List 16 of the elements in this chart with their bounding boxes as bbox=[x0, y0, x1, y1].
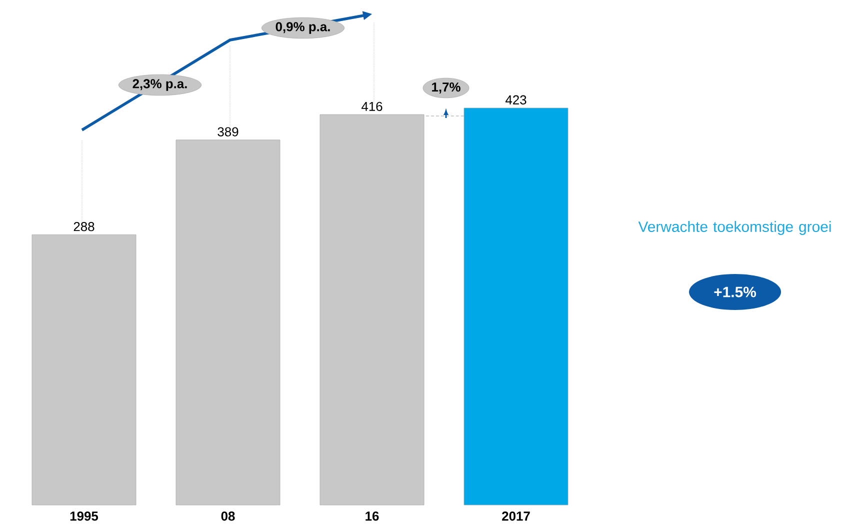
bar bbox=[32, 234, 136, 506]
x-tick-label: 1995 bbox=[70, 512, 98, 521]
data-label: 288 bbox=[74, 222, 94, 232]
text: Verwachte toekomstige groei bbox=[638, 221, 831, 235]
bar bbox=[464, 108, 568, 506]
text: 0,9% p.a. bbox=[276, 22, 330, 34]
x-tick-label: 08 bbox=[221, 512, 235, 521]
data-label: 389 bbox=[218, 127, 238, 136]
data-label: 416 bbox=[362, 102, 382, 112]
text: 2,3% p.a. bbox=[132, 79, 187, 91]
data-label: 423 bbox=[506, 95, 526, 104]
text: +1.5% bbox=[714, 286, 756, 298]
text: 1,7% bbox=[432, 82, 460, 94]
bar bbox=[176, 140, 280, 506]
x-tick-label: 16 bbox=[366, 512, 379, 521]
x-tick-label: 2017 bbox=[502, 512, 530, 521]
